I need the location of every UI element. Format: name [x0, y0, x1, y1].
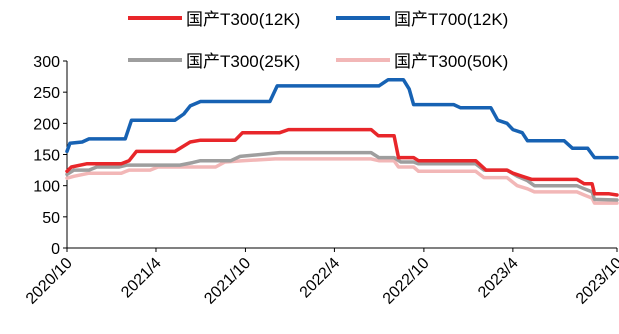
x-tick-label: 2022/10	[380, 255, 433, 308]
y-tick-label: 0	[51, 241, 60, 258]
legend-label: 国产T300(50K)	[394, 52, 508, 71]
y-tick-label: 50	[42, 210, 60, 227]
x-tick-label: 2023/10	[573, 255, 619, 308]
series-line	[65, 157, 619, 205]
y-tick-label: 250	[33, 85, 60, 102]
x-tick-label: 2023/4	[475, 255, 522, 302]
legend-label: 国产T300(25K)	[186, 52, 300, 71]
legend-label: 国产T300(12K)	[186, 10, 300, 29]
legend: 国产T300(12K) 国产T700(12K) 国产T300(25K) 国产T300(…	[128, 10, 508, 71]
series-line	[65, 150, 619, 202]
x-tick-label: 2020/10	[23, 255, 76, 308]
series-line	[65, 77, 619, 160]
y-tick-label: 200	[33, 116, 60, 133]
y-tick-label: 150	[33, 148, 60, 165]
series-line	[65, 127, 619, 197]
y-tick-label: 300	[33, 54, 60, 71]
legend-label: 国产T700(12K)	[394, 10, 508, 29]
x-tick-label: 2021/4	[118, 255, 165, 302]
chart-series	[65, 77, 619, 205]
x-tick-label: 2021/10	[201, 255, 254, 308]
x-tick-label: 2022/4	[297, 255, 344, 302]
y-tick-label: 100	[33, 179, 60, 196]
